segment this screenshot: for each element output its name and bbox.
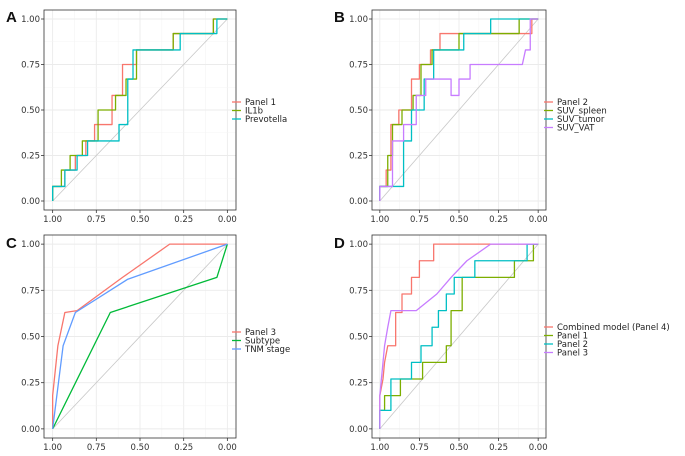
x-tick-label: 0.50	[450, 215, 469, 225]
x-tick-label: 1.00	[43, 443, 62, 453]
y-tick-label: 0.50	[349, 106, 368, 116]
y-tick-label: 1.00	[21, 15, 40, 25]
x-tick-label: 0.50	[450, 443, 469, 453]
diagonal-reference-line	[52, 18, 228, 202]
roc-curve-combined-model-panel-4-	[379, 243, 539, 429]
x-tick-label: 0.50	[131, 215, 150, 225]
x-tick-label: 0.75	[410, 443, 429, 453]
y-tick-label: 0.75	[349, 61, 368, 71]
roc-curve-prevotella	[51, 18, 228, 201]
y-tick-label: 0.75	[21, 61, 40, 71]
panel-letter-a: A	[6, 9, 17, 26]
x-tick-label: 0.75	[87, 443, 106, 453]
y-tick-label: 0.25	[21, 152, 40, 162]
y-tick-label: 1.00	[349, 240, 368, 250]
legend-label: Panel 2	[557, 98, 588, 108]
x-tick-label: 0.00	[529, 215, 548, 225]
x-tick-label: 0.75	[87, 215, 106, 225]
panel-letter-b: B	[334, 9, 345, 26]
y-tick-label: 0.50	[349, 333, 368, 343]
x-tick-label: 0.25	[489, 215, 508, 225]
legend-label: SUV_spleen	[557, 107, 607, 117]
y-tick-label: 0.00	[21, 425, 40, 435]
diagonal-reference-line	[379, 18, 539, 202]
x-tick-label: 0.50	[131, 443, 150, 453]
y-tick-label: 0.75	[349, 286, 368, 296]
x-tick-label: 0.25	[174, 215, 193, 225]
legend-label: Subtype	[245, 337, 280, 347]
y-tick-label: 0.00	[21, 197, 40, 207]
y-tick-label: 0.25	[21, 379, 40, 389]
legend-label: Combined model (Panel 4)	[557, 323, 670, 333]
x-tick-label: 0.00	[218, 443, 237, 453]
y-tick-label: 0.50	[21, 333, 40, 343]
legend-label: SUV_VAT	[557, 124, 595, 134]
roc-curve-tnm-stage	[51, 243, 228, 429]
y-tick-label: 1.00	[349, 15, 368, 25]
legend-label: Panel 3	[557, 349, 588, 359]
y-tick-label: 0.00	[349, 425, 368, 435]
x-tick-label: 1.00	[370, 443, 389, 453]
y-tick-label: 0.25	[349, 379, 368, 389]
x-tick-label: 0.25	[174, 443, 193, 453]
diagonal-reference-line	[379, 243, 539, 430]
roc-curve-subtype	[52, 243, 228, 430]
y-tick-label: 1.00	[21, 240, 40, 250]
y-tick-label: 0.25	[349, 152, 368, 162]
legend-label: Panel 1	[557, 332, 588, 342]
panel-letter-d: D	[334, 235, 345, 252]
legend-label: SUV_tumor	[557, 115, 605, 125]
y-tick-label: 0.75	[21, 286, 40, 296]
roc-curve-panel-3	[379, 243, 539, 429]
legend-label: Panel 1	[245, 98, 276, 108]
x-tick-label: 0.25	[489, 443, 508, 453]
roc-curve-panel-2	[379, 243, 539, 429]
x-tick-label: 1.00	[43, 215, 62, 225]
roc-panel-b: B 1.00 0.75 0.50 0.25 0.00 0.00 0.25 0.50 0.75 1.0…	[334, 9, 607, 225]
x-tick-label: 1.00	[370, 215, 389, 225]
y-tick-label: 0.50	[21, 106, 40, 116]
legend-label: Panel 2	[557, 340, 588, 350]
roc-curve-suv-vat	[379, 18, 539, 201]
roc-panel-d: D 1.00 0.75 0.50 0.25 0.00 0.00 0.25 0.50 0.75 1.0…	[334, 234, 670, 453]
y-tick-label: 0.00	[349, 197, 368, 207]
diagonal-reference-line	[52, 243, 228, 430]
legend-label: IL1b	[245, 107, 263, 117]
roc-panel-a: A 1.00 0.75 0.50 0.25 0.00 0.00 0.25 0.50 0.75 1.0…	[6, 9, 287, 225]
x-tick-label: 0.75	[410, 215, 429, 225]
legend-label: Prevotella	[245, 115, 287, 125]
panel-letter-c: C	[6, 235, 17, 252]
legend-label: TNM stage	[244, 345, 290, 355]
roc-panel-c: C 1.00 0.75 0.50 0.25 0.00 0.00 0.25 0.50 0.75 1.0…	[6, 234, 290, 453]
x-tick-label: 0.00	[218, 215, 237, 225]
legend-label: Panel 3	[245, 328, 276, 338]
x-tick-label: 0.00	[529, 443, 548, 453]
roc-curve-panel-3	[51, 243, 228, 429]
